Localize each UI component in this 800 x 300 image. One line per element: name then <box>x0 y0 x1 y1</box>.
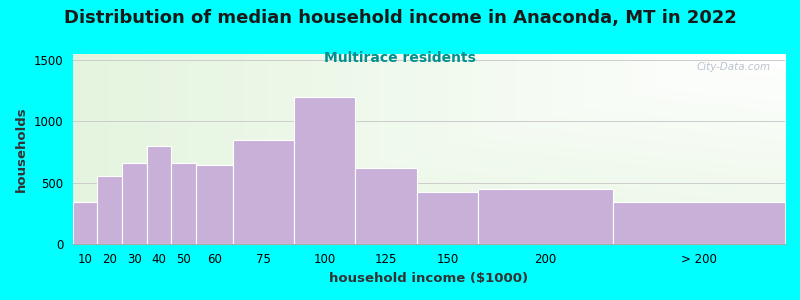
Bar <box>294 97 355 244</box>
Bar <box>98 176 122 244</box>
X-axis label: household income ($1000): household income ($1000) <box>330 272 529 285</box>
Y-axis label: households: households <box>15 106 28 192</box>
Text: City-Data.com: City-Data.com <box>697 61 770 72</box>
Bar <box>613 202 785 244</box>
Text: Distribution of median household income in Anaconda, MT in 2022: Distribution of median household income … <box>63 9 737 27</box>
Bar <box>122 163 146 244</box>
Bar <box>196 165 233 244</box>
Bar <box>73 202 98 244</box>
Bar <box>355 168 417 244</box>
Bar <box>417 192 478 244</box>
Text: Multirace residents: Multirace residents <box>324 51 476 65</box>
Bar <box>233 140 294 244</box>
Bar <box>478 189 613 244</box>
Bar <box>146 146 171 244</box>
Bar <box>171 163 196 244</box>
